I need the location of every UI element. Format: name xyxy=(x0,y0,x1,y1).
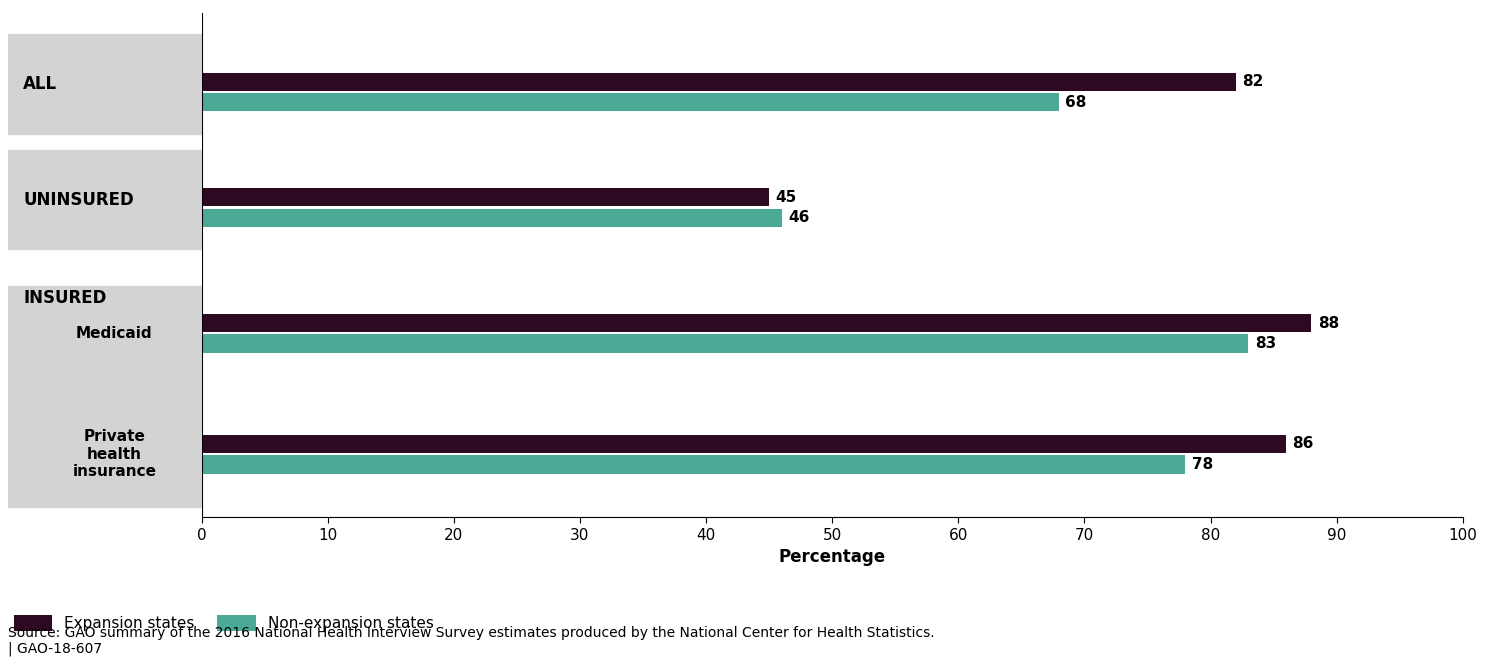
Text: Medicaid: Medicaid xyxy=(75,326,152,341)
Bar xyxy=(202,314,1312,332)
Text: Private
health
insurance: Private health insurance xyxy=(72,429,157,479)
Text: 78: 78 xyxy=(1191,457,1212,472)
Bar xyxy=(202,188,769,206)
Text: 46: 46 xyxy=(789,210,810,225)
Text: UNINSURED: UNINSURED xyxy=(23,190,134,209)
Bar xyxy=(202,334,1249,353)
Text: 88: 88 xyxy=(1318,316,1339,331)
Text: ALL: ALL xyxy=(23,75,57,93)
Bar xyxy=(202,455,1185,473)
Legend: Expansion states, Non-expansion states: Expansion states, Non-expansion states xyxy=(14,615,434,631)
X-axis label: Percentage: Percentage xyxy=(778,548,885,566)
Text: 83: 83 xyxy=(1255,336,1276,351)
Bar xyxy=(202,93,1059,111)
Bar xyxy=(202,208,781,227)
Text: 86: 86 xyxy=(1292,436,1313,452)
Text: Source: GAO summary of the 2016 National Health Interview Survey estimates produ: Source: GAO summary of the 2016 National… xyxy=(8,626,933,656)
Text: INSURED: INSURED xyxy=(23,289,107,307)
Bar xyxy=(202,435,1286,453)
Text: 45: 45 xyxy=(775,190,796,205)
Text: 82: 82 xyxy=(1243,74,1264,90)
Text: 68: 68 xyxy=(1066,95,1087,109)
Bar xyxy=(202,72,1235,91)
